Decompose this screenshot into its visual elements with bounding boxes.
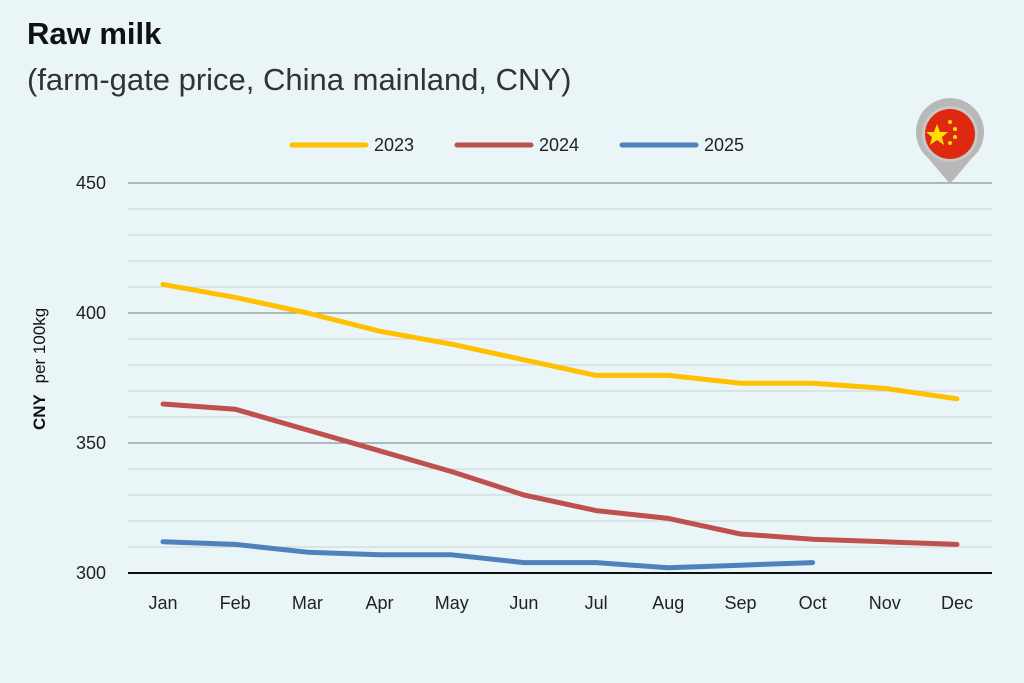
chart-subtitle: (farm-gate price, China mainland, CNY) xyxy=(27,62,572,97)
x-tick-label: May xyxy=(435,593,469,613)
series-line-2024 xyxy=(160,401,960,547)
x-tick-label: Aug xyxy=(652,593,684,613)
x-tick-label: Apr xyxy=(366,593,394,613)
legend-label-2024: 2024 xyxy=(539,135,579,155)
china-flag-map-pin-icon xyxy=(916,98,984,184)
x-tick-label: Sep xyxy=(724,593,756,613)
legend-label-2025: 2025 xyxy=(704,135,744,155)
x-tick-label: Jul xyxy=(585,593,608,613)
x-tick-label: Dec xyxy=(941,593,973,613)
x-tick-label: Jan xyxy=(148,593,177,613)
x-tick-label: Mar xyxy=(292,593,323,613)
y-tick-label: 450 xyxy=(76,173,106,193)
x-tick-label: Nov xyxy=(869,593,901,613)
series-line-2025 xyxy=(160,539,816,571)
y-axis-label: CNY per 100kg xyxy=(30,308,49,430)
legend-label-2023: 2023 xyxy=(374,135,414,155)
y-axis-label-unit: CNY xyxy=(30,393,49,430)
y-axis-label-rest: per 100kg xyxy=(30,308,49,384)
y-tick-label: 350 xyxy=(76,433,106,453)
chart-title: Raw milk xyxy=(27,16,162,51)
y-tick-label: 300 xyxy=(76,563,106,583)
x-tick-label: Oct xyxy=(799,593,827,613)
x-tick-label: Feb xyxy=(220,593,251,613)
y-tick-label: 400 xyxy=(76,303,106,323)
x-tick-label: Jun xyxy=(509,593,538,613)
series-line-2023 xyxy=(160,281,960,402)
